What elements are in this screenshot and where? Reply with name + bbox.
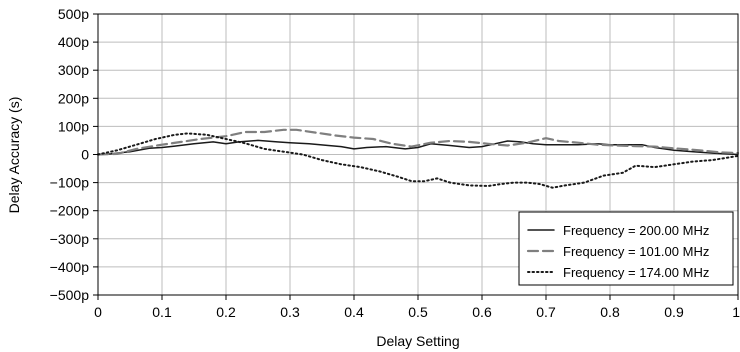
legend-label-3: Frequency = 174.00 MHz: [563, 265, 709, 280]
x-tick-label: 0.9: [664, 304, 684, 320]
y-tick-label: −100p: [50, 175, 90, 191]
x-tick-label: 0.1: [152, 304, 172, 320]
x-tick-label: 0: [94, 304, 102, 320]
x-tick-label: 0.2: [216, 304, 236, 320]
y-tick-label: −400p: [50, 259, 90, 275]
x-tick-label: 0.3: [280, 304, 300, 320]
series-line-1: [97, 139, 739, 156]
legend-label-2: Frequency = 101.00 MHz: [563, 244, 709, 259]
x-tick-label: 1: [732, 304, 740, 320]
x-tick-label: 0.8: [600, 304, 620, 320]
legend-box: [518, 211, 734, 286]
legend-label-1: Frequency = 200.00 MHz: [563, 223, 709, 238]
y-tick-label: 500p: [58, 6, 89, 22]
x-axis-ticks: 0 0.1 0.2 0.3 0.4 0.5 0.6 0.7 0.8 0.9 1: [94, 295, 740, 320]
series-line-3: [97, 132, 739, 189]
series-layer: [96, 128, 740, 189]
x-tick-label: 0.6: [472, 304, 492, 320]
y-axis-title: Delay Accuracy (s): [6, 97, 22, 214]
series-line-2: [96, 128, 740, 156]
y-tick-label: −200p: [50, 203, 90, 219]
y-tick-label: 200p: [58, 90, 89, 106]
x-tick-label: 0.4: [344, 304, 364, 320]
x-tick-label: 0.7: [536, 304, 556, 320]
y-tick-label: 400p: [58, 34, 89, 50]
x-axis-title: Delay Setting: [376, 333, 459, 349]
y-tick-label: −300p: [50, 231, 90, 247]
legend: Frequency = 200.00 MHz Frequency = 101.00…: [518, 211, 734, 286]
y-tick-label: 0: [81, 147, 89, 163]
x-tick-label: 0.5: [408, 304, 428, 320]
y-axis-ticks: 500p 400p 300p 200p 100p 0 −100p −200p −300p −400…: [50, 6, 98, 303]
y-tick-label: 300p: [58, 62, 89, 78]
y-tick-label: −500p: [50, 287, 90, 303]
gridlines: [98, 14, 738, 295]
y-tick-label: 100p: [58, 118, 89, 134]
